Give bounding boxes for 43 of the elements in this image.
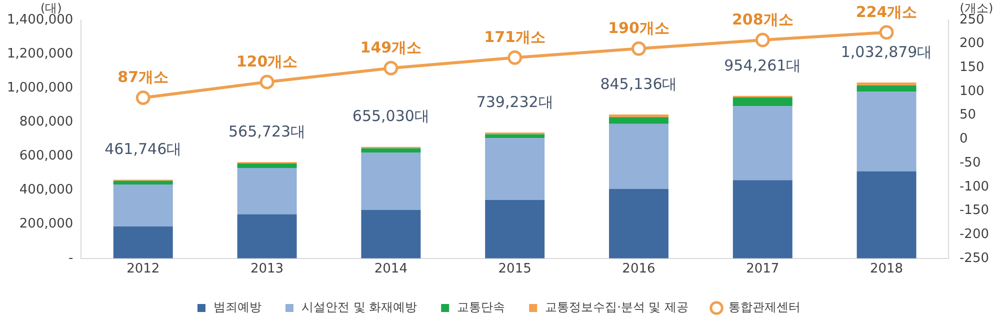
legend-label: 시설안전 및 화재예방 [301, 300, 418, 314]
legend-label: 교통정보수집·분석 및 제공 [545, 300, 689, 314]
y2-tick-label: -200 [959, 226, 990, 242]
y2-tick-label: 100 [959, 84, 984, 99]
y2-tick-label: -50 [959, 155, 981, 170]
total-label: 565,723대 [228, 122, 306, 140]
x-tick-label: 2018 [870, 262, 904, 277]
y-tick-label: 400,000 [19, 182, 74, 198]
y-tick-label: - [68, 250, 74, 266]
x-tick-label: 2015 [498, 262, 532, 277]
data-label: 208개소 [732, 10, 794, 28]
y2-tick-label: 200 [959, 36, 984, 52]
y-tick-label: 800,000 [19, 114, 74, 130]
data-label: 87개소 [118, 68, 169, 86]
y-tick-label: 600,000 [19, 148, 74, 164]
y-tick-label: 200,000 [19, 216, 74, 232]
x-tick-label: 2012 [126, 262, 160, 277]
data-label: 149개소 [360, 38, 422, 57]
total-label: 1,032,879대 [840, 42, 932, 61]
total-label: 954,261대 [724, 56, 802, 74]
data-label: 224개소 [856, 2, 918, 21]
y2-tick-label: -150 [959, 203, 990, 218]
y2-tick-label: 150 [959, 60, 984, 76]
y2-tick-label: -100 [959, 179, 990, 194]
x-tick-label: 2017 [746, 262, 780, 277]
total-label: 461,746대 [104, 140, 182, 158]
x-tick-label: 2014 [374, 262, 408, 277]
x-tick-label: 2013 [250, 262, 284, 277]
x-tick-label: 2016 [622, 262, 656, 277]
data-label: 190개소 [608, 19, 670, 37]
data-label: 171개소 [484, 28, 546, 46]
total-label: 845,136대 [600, 74, 678, 93]
total-label: 739,232대 [476, 92, 554, 111]
y2-tick-label: 50 [959, 108, 976, 123]
y-tick-label: 1,000,000 [6, 80, 74, 96]
y2-tick-label: -250 [959, 250, 990, 266]
total-label: 655,030대 [352, 107, 430, 126]
y2-tick-label: 0 [959, 132, 968, 147]
y-tick-label: 1,200,000 [6, 46, 74, 62]
legend-label: 범죄예방 [213, 300, 262, 314]
legend-label: 통합관제센터 [728, 300, 801, 314]
data-label: 120개소 [236, 52, 298, 70]
legend-label: 교통단속 [457, 300, 506, 314]
